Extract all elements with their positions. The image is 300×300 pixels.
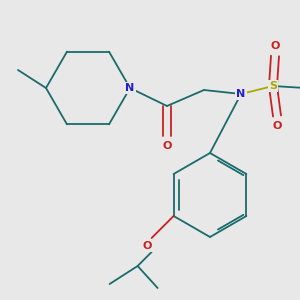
Text: S: S [269, 81, 277, 91]
Text: N: N [236, 89, 246, 99]
Text: O: O [270, 41, 280, 51]
Text: O: O [162, 141, 172, 151]
Text: O: O [272, 121, 282, 131]
Text: O: O [143, 241, 152, 251]
Text: N: N [125, 83, 135, 93]
